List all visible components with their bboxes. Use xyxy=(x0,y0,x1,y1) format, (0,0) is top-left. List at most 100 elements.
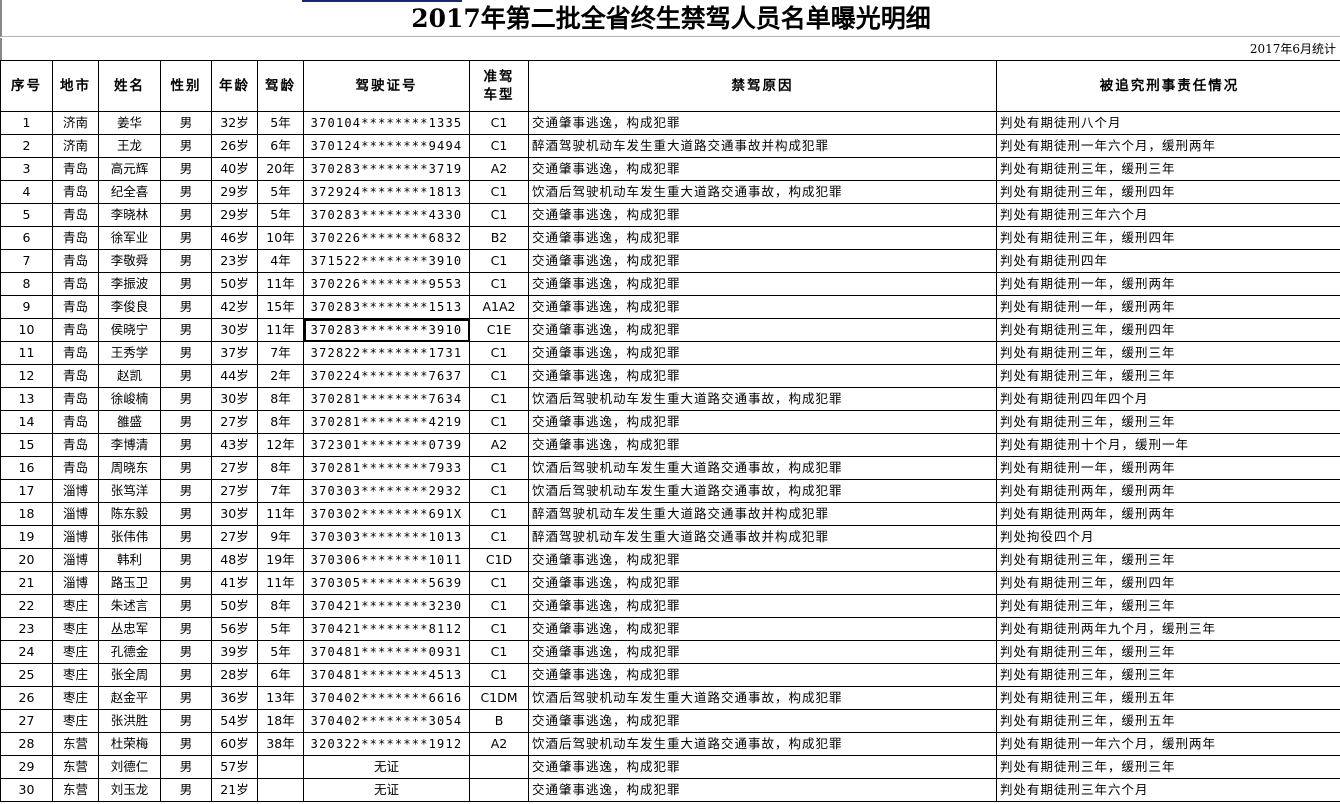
cell-driving-years[interactable]: 5年 xyxy=(257,640,304,664)
cell-ban-reason[interactable]: 醉酒驾驶机动车发生重大道路交通事故并构成犯罪 xyxy=(528,134,997,158)
cell-city[interactable]: 枣庄 xyxy=(52,663,99,687)
cell-name[interactable]: 陈东毅 xyxy=(98,502,161,526)
cell-ban-reason[interactable]: 交通肇事逃逸，构成犯罪 xyxy=(528,778,997,802)
cell-driving-years[interactable]: 12年 xyxy=(257,433,304,457)
cell-age[interactable]: 46岁 xyxy=(211,226,258,250)
cell-gender[interactable]: 男 xyxy=(160,111,212,135)
cell-name[interactable]: 路玉卫 xyxy=(98,571,161,595)
cell-criminal-liability[interactable]: 判处有期徒刑四年 xyxy=(996,249,1340,273)
cell-ban-reason[interactable]: 醉酒驾驶机动车发生重大道路交通事故并构成犯罪 xyxy=(528,502,997,526)
cell-age[interactable]: 48岁 xyxy=(211,548,258,572)
cell-ban-reason[interactable]: 饮酒后驾驶机动车发生重大道路交通事故，构成犯罪 xyxy=(528,387,997,411)
cell-driving-years[interactable]: 8年 xyxy=(257,387,304,411)
cell-criminal-liability[interactable]: 判处有期徒刑三年，缓刑三年 xyxy=(996,157,1340,181)
cell-age[interactable]: 40岁 xyxy=(211,157,258,181)
cell-criminal-liability[interactable]: 判处有期徒刑八个月 xyxy=(996,111,1340,135)
cell-gender[interactable]: 男 xyxy=(160,295,212,319)
cell-city[interactable]: 枣庄 xyxy=(52,594,99,618)
cell-seq[interactable]: 2 xyxy=(0,134,53,158)
cell-driving-years[interactable]: 38年 xyxy=(257,732,304,756)
cell-license-class[interactable]: B2 xyxy=(469,226,529,250)
cell-city[interactable]: 淄博 xyxy=(52,548,99,572)
cell-driving-years[interactable]: 6年 xyxy=(257,663,304,687)
cell-seq[interactable]: 16 xyxy=(0,456,53,480)
cell-driving-years[interactable]: 2年 xyxy=(257,364,304,388)
cell-criminal-liability[interactable]: 判处有期徒刑三年，缓刑三年 xyxy=(996,663,1340,687)
cell-criminal-liability[interactable]: 判处有期徒刑三年，缓刑三年 xyxy=(996,341,1340,365)
cell-criminal-liability[interactable]: 判处有期徒刑三年，缓刑三年 xyxy=(996,410,1340,434)
cell-age[interactable]: 50岁 xyxy=(211,272,258,296)
cell-ban-reason[interactable]: 交通肇事逃逸，构成犯罪 xyxy=(528,364,997,388)
cell-gender[interactable]: 男 xyxy=(160,157,212,181)
cell-city[interactable]: 青岛 xyxy=(52,433,99,457)
cell-age[interactable]: 30岁 xyxy=(211,502,258,526)
cell-gender[interactable]: 男 xyxy=(160,180,212,204)
cell-license-class[interactable]: C1 xyxy=(469,456,529,480)
cell-license-class[interactable]: C1 xyxy=(469,387,529,411)
cell-criminal-liability[interactable]: 判处拘役四个月 xyxy=(996,525,1340,549)
cell-seq[interactable]: 15 xyxy=(0,433,53,457)
cell-ban-reason[interactable]: 交通肇事逃逸，构成犯罪 xyxy=(528,203,997,227)
cell-city[interactable]: 淄博 xyxy=(52,502,99,526)
cell-age[interactable]: 50岁 xyxy=(211,594,258,618)
cell-criminal-liability[interactable]: 判处有期徒刑两年，缓刑两年 xyxy=(996,502,1340,526)
cell-license-class[interactable]: C1 xyxy=(469,364,529,388)
cell-driving-years[interactable]: 11年 xyxy=(257,272,304,296)
cell-city[interactable]: 东营 xyxy=(52,755,99,779)
cell-ban-reason[interactable]: 交通肇事逃逸，构成犯罪 xyxy=(528,226,997,250)
cell-criminal-liability[interactable]: 判处有期徒刑三年，缓刑三年 xyxy=(996,755,1340,779)
cell-seq[interactable]: 17 xyxy=(0,479,53,503)
cell-criminal-liability[interactable]: 判处有期徒刑两年九个月，缓刑三年 xyxy=(996,617,1340,641)
cell-age[interactable]: 21岁 xyxy=(211,778,258,802)
cell-city[interactable]: 东营 xyxy=(52,732,99,756)
cell-city[interactable]: 青岛 xyxy=(52,157,99,181)
cell-gender[interactable]: 男 xyxy=(160,134,212,158)
cell-license-no[interactable]: 370104********1335 xyxy=(303,111,470,135)
cell-age[interactable]: 36岁 xyxy=(211,686,258,710)
cell-age[interactable]: 42岁 xyxy=(211,295,258,319)
cell-name[interactable]: 周晓东 xyxy=(98,456,161,480)
cell-seq[interactable]: 10 xyxy=(0,318,53,342)
cell-age[interactable]: 29岁 xyxy=(211,180,258,204)
cell-license-class[interactable]: C1 xyxy=(469,203,529,227)
cell-license-no[interactable]: 370281********7933 xyxy=(303,456,470,480)
cell-city[interactable]: 青岛 xyxy=(52,295,99,319)
cell-ban-reason[interactable]: 交通肇事逃逸，构成犯罪 xyxy=(528,548,997,572)
cell-gender[interactable]: 男 xyxy=(160,732,212,756)
cell-license-no[interactable]: 370306********1011 xyxy=(303,548,470,572)
cell-seq[interactable]: 9 xyxy=(0,295,53,319)
cell-ban-reason[interactable]: 交通肇事逃逸，构成犯罪 xyxy=(528,709,997,733)
cell-name[interactable]: 姜华 xyxy=(98,111,161,135)
cell-age[interactable]: 44岁 xyxy=(211,364,258,388)
cell-license-no[interactable]: 370481********4513 xyxy=(303,663,470,687)
cell-criminal-liability[interactable]: 判处有期徒刑三年，缓刑五年 xyxy=(996,709,1340,733)
cell-gender[interactable]: 男 xyxy=(160,203,212,227)
cell-name[interactable]: 朱述言 xyxy=(98,594,161,618)
cell-seq[interactable]: 29 xyxy=(0,755,53,779)
cell-license-class[interactable]: A1A2 xyxy=(469,295,529,319)
cell-ban-reason[interactable]: 饮酒后驾驶机动车发生重大道路交通事故，构成犯罪 xyxy=(528,456,997,480)
cell-name[interactable]: 刘德仁 xyxy=(98,755,161,779)
cell-age[interactable]: 57岁 xyxy=(211,755,258,779)
cell-driving-years[interactable] xyxy=(257,778,304,802)
cell-age[interactable]: 27岁 xyxy=(211,479,258,503)
header-license-class[interactable]: 准驾车型 xyxy=(469,60,529,112)
cell-license-no[interactable]: 370305********5639 xyxy=(303,571,470,595)
cell-gender[interactable]: 男 xyxy=(160,318,212,342)
cell-criminal-liability[interactable]: 判处有期徒刑三年，缓刑三年 xyxy=(996,594,1340,618)
cell-driving-years[interactable]: 5年 xyxy=(257,111,304,135)
cell-age[interactable]: 41岁 xyxy=(211,571,258,595)
cell-age[interactable]: 27岁 xyxy=(211,410,258,434)
header-license-no[interactable]: 驾驶证号 xyxy=(303,60,470,112)
cell-gender[interactable]: 男 xyxy=(160,571,212,595)
header-name[interactable]: 姓名 xyxy=(98,60,161,112)
cell-ban-reason[interactable]: 交通肇事逃逸，构成犯罪 xyxy=(528,111,997,135)
cell-criminal-liability[interactable]: 判处有期徒刑三年，缓刑三年 xyxy=(996,640,1340,664)
cell-driving-years[interactable]: 6年 xyxy=(257,134,304,158)
cell-seq[interactable]: 11 xyxy=(0,341,53,365)
cell-gender[interactable]: 男 xyxy=(160,525,212,549)
cell-ban-reason[interactable]: 饮酒后驾驶机动车发生重大道路交通事故，构成犯罪 xyxy=(528,732,997,756)
cell-seq[interactable]: 25 xyxy=(0,663,53,687)
cell-gender[interactable]: 男 xyxy=(160,663,212,687)
cell-name[interactable]: 王龙 xyxy=(98,134,161,158)
